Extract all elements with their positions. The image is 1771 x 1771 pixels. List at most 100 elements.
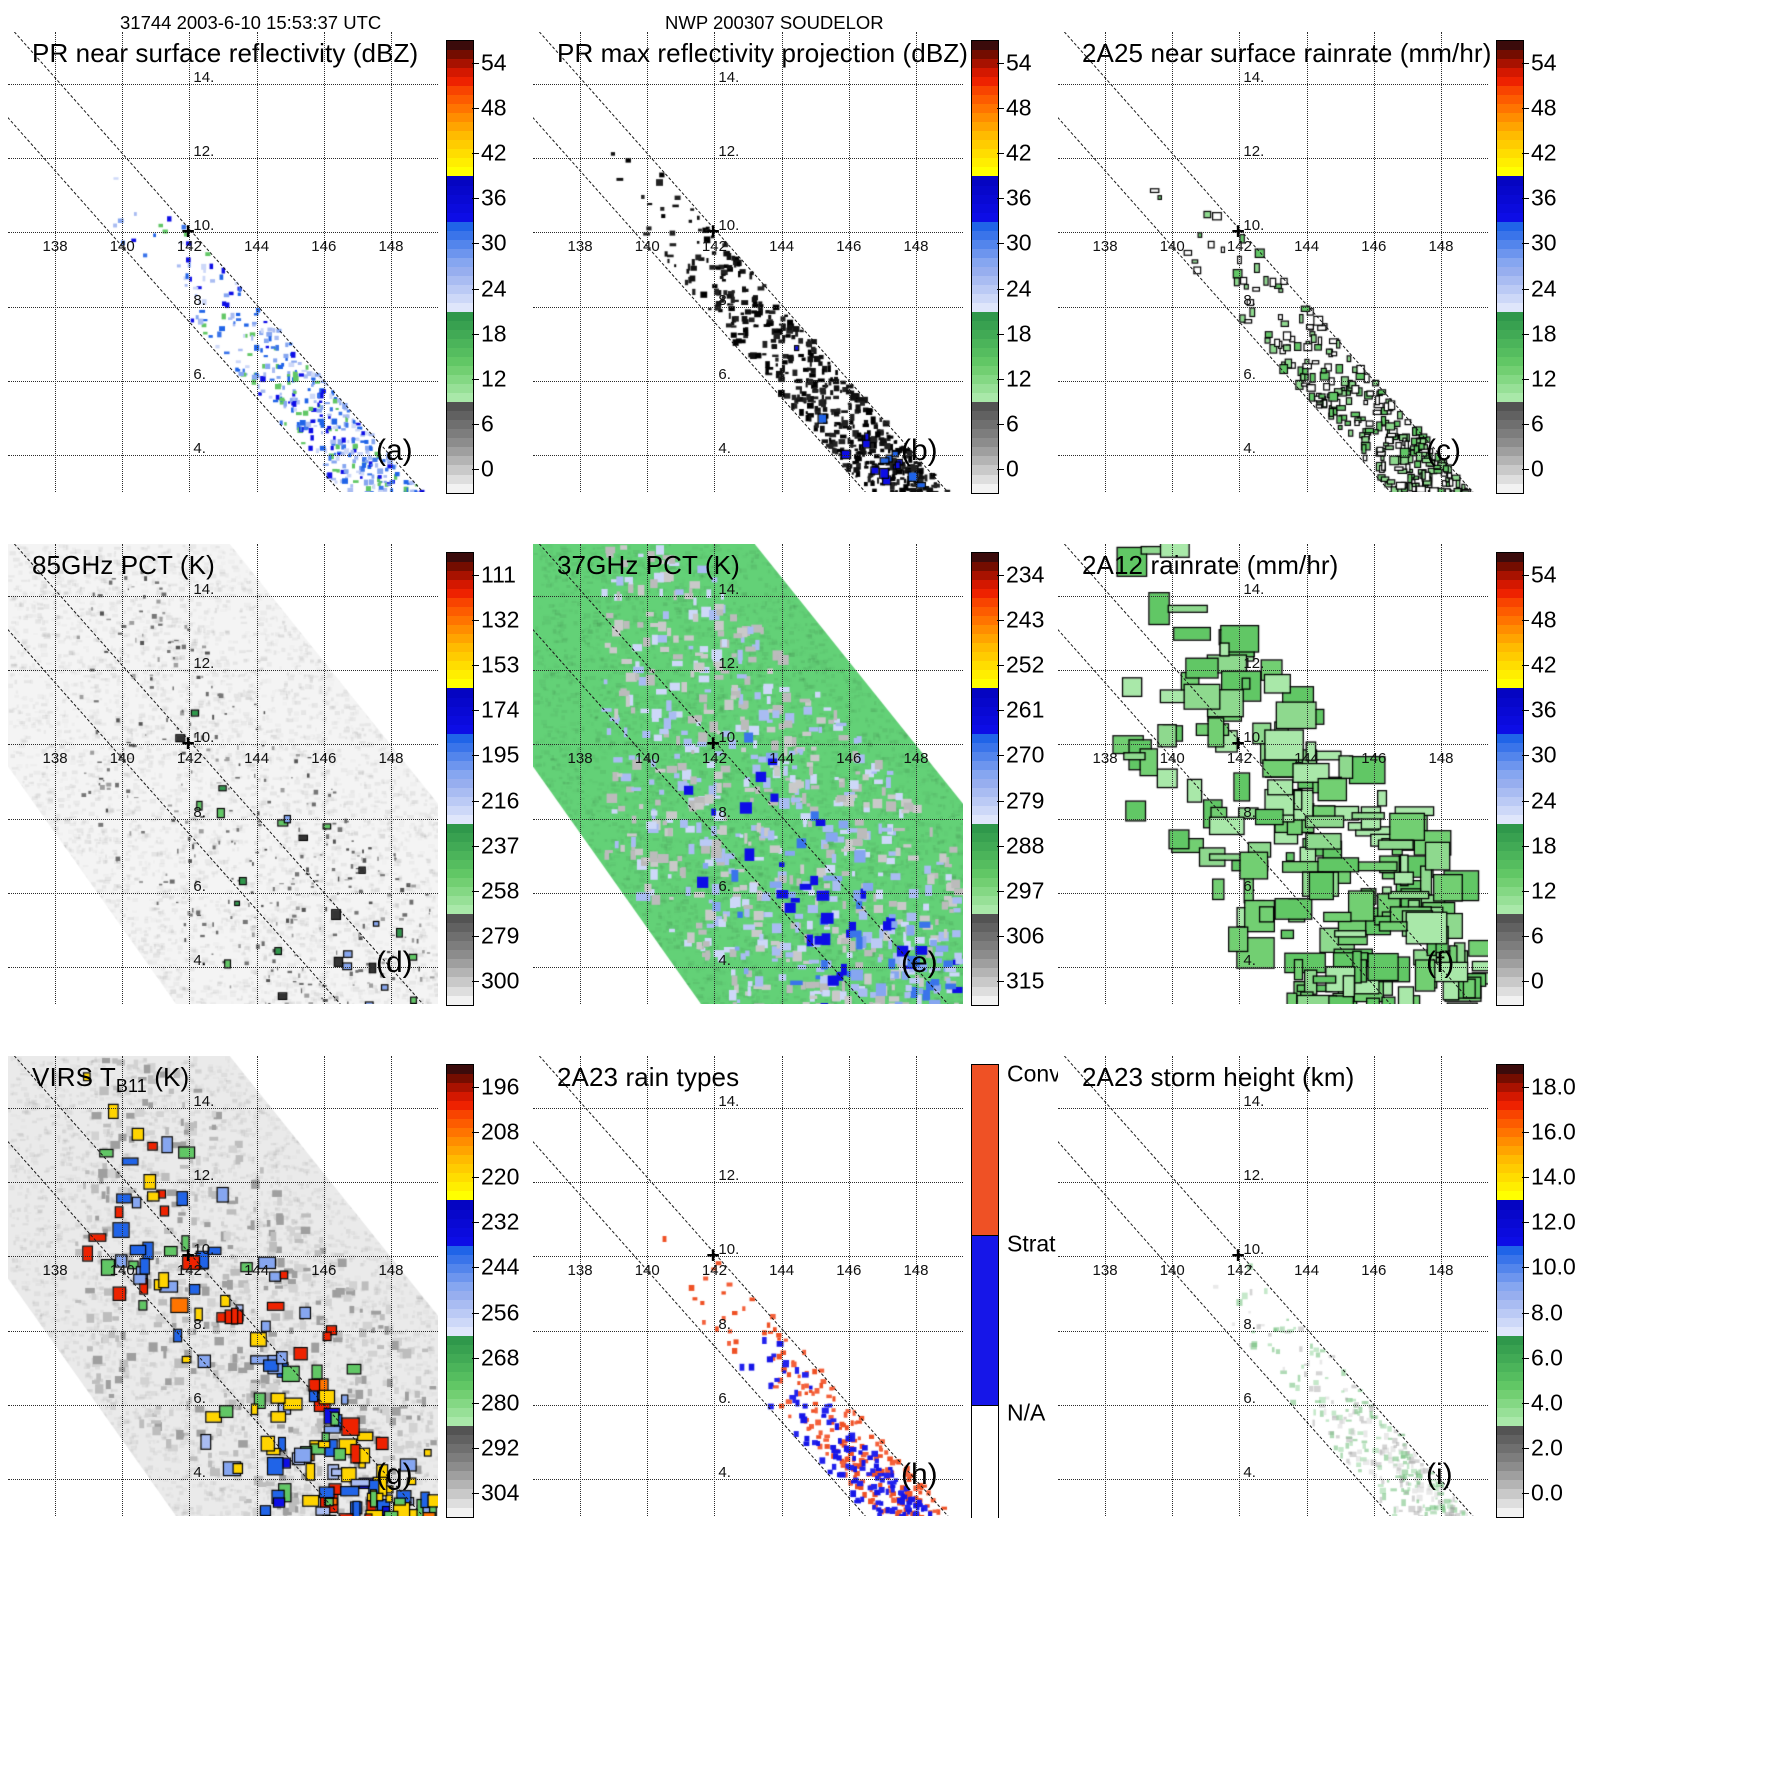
- colorbar-segment: [1497, 724, 1523, 734]
- panel-a: 138 140 142 144 146 148 14. 12. 10. 8. 6. 4. + PR nea…: [8, 32, 533, 544]
- x-tick-label: 140: [1159, 1262, 1185, 1280]
- horizontal-gridline: [533, 892, 963, 894]
- colorbar-tick-label: 306: [1006, 922, 1045, 949]
- colorbar-d: [446, 552, 474, 1006]
- x-tick-label: 148: [378, 1262, 404, 1280]
- colorbar-tick-label: 280: [481, 1389, 520, 1416]
- colorbar-segment: [447, 733, 473, 743]
- colorbar-tick-label: 6: [1531, 922, 1544, 949]
- colorbar-tick: [472, 1222, 479, 1224]
- vertical-gridline: [323, 32, 325, 492]
- colorbar-segment: [1497, 375, 1523, 385]
- plot-area-b: 138 140 142 144 146 148 14. 12. 10. 8. 6. 4. +: [533, 32, 963, 492]
- colorbar-segment: [447, 715, 473, 725]
- colorbar-tick: [472, 619, 479, 621]
- colorbar-segment: [1497, 1507, 1523, 1517]
- colorbar-segment: [447, 896, 473, 906]
- x-tick-label: 148: [903, 750, 929, 768]
- panel-letter-i: (i): [1426, 1458, 1453, 1491]
- horizontal-gridline: [533, 158, 963, 160]
- colorbar-segment: [447, 131, 473, 141]
- colorbar-tick: [1522, 1312, 1529, 1314]
- colorbar-tick: [1522, 1448, 1529, 1450]
- colorbar-segment: [1497, 131, 1523, 141]
- horizontal-gridline: [533, 1478, 963, 1480]
- colorbar-segment: [447, 688, 473, 698]
- colorbar-tick-label: 42: [1006, 139, 1032, 166]
- colorbar-segment: [1497, 823, 1523, 833]
- colorbar-segment: [1497, 959, 1523, 969]
- horizontal-gridline: [8, 818, 438, 820]
- x-tick-label: 144: [1294, 238, 1320, 256]
- colorbar-segment: [1497, 1390, 1523, 1400]
- panel-title-c: 2A25 near surface rainrate (mm/hr): [1082, 38, 1492, 68]
- x-tick-label: 138: [567, 238, 593, 256]
- x-tick-label: 142: [176, 238, 202, 256]
- horizontal-gridline: [533, 966, 963, 968]
- vertical-gridline: [323, 1056, 325, 1516]
- colorbar-label-na: N/A: [1007, 1399, 1046, 1426]
- colorbar-segment: [972, 293, 998, 303]
- horizontal-gridline: [1058, 1256, 1488, 1258]
- colorbar-tick-label: 54: [1006, 49, 1032, 76]
- x-tick-label: 148: [1428, 750, 1454, 768]
- colorbar-segment: [1497, 562, 1523, 572]
- data-layer-h: [533, 1056, 963, 1516]
- colorbar-segment: [447, 751, 473, 761]
- x-tick-label: 140: [634, 238, 660, 256]
- colorbar-tick: [1522, 665, 1529, 666]
- center-cross-marker: +: [706, 1242, 720, 1269]
- colorbar-segment: [1497, 914, 1523, 924]
- colorbar-segment: [1497, 1417, 1523, 1427]
- colorbar-segment: [1497, 86, 1523, 96]
- colorbar-segment: [447, 330, 473, 340]
- colorbar-segment: [972, 59, 998, 69]
- colorbar-segment: [972, 787, 998, 797]
- x-tick-label: 146: [836, 750, 862, 768]
- colorbar-segment: [1497, 643, 1523, 653]
- colorbar-segment: [447, 1092, 473, 1102]
- colorbar-segment: [1497, 706, 1523, 716]
- colorbar-segment: [972, 580, 998, 590]
- colorbar-segment: [447, 122, 473, 132]
- colorbar-b: [971, 40, 999, 494]
- colorbar-segment: [1497, 393, 1523, 403]
- colorbar-segment: [1497, 420, 1523, 430]
- y-tick-label: 4.: [1243, 951, 1256, 969]
- colorbar-segment: [972, 176, 998, 186]
- center-cross-marker: +: [1231, 1242, 1245, 1269]
- colorbar-tick-label: 30: [1531, 229, 1557, 256]
- colorbar-tick-label: 279: [481, 922, 520, 949]
- colorbar-segment: [1497, 1173, 1523, 1183]
- horizontal-gridline: [1058, 232, 1488, 234]
- colorbar-segment: [447, 986, 473, 996]
- colorbar-segment: [972, 411, 998, 421]
- x-tick-label: 148: [903, 1262, 929, 1280]
- colorbar-segment: [1497, 1092, 1523, 1102]
- colorbar-segment: [972, 474, 998, 484]
- colorbar-tick-label: 315: [1006, 967, 1045, 994]
- y-tick-label: 14.: [718, 68, 740, 86]
- horizontal-gridline: [8, 454, 438, 456]
- panel-letter-d: (d): [376, 946, 413, 979]
- horizontal-gridline: [1058, 306, 1488, 308]
- colorbar-tick: [997, 891, 1004, 892]
- colorbar-segment: [447, 1408, 473, 1418]
- colorbar-tick: [997, 62, 1004, 64]
- data-layer-g: [8, 1056, 438, 1516]
- colorbar-segment: [447, 275, 473, 285]
- vertical-gridline: [1440, 544, 1442, 1004]
- y-tick-label: 14.: [1243, 580, 1265, 598]
- vertical-gridline: [1306, 32, 1308, 492]
- colorbar-segment: [1497, 1254, 1523, 1264]
- colorbar-tick: [1522, 619, 1529, 621]
- colorbar-segment: [972, 959, 998, 969]
- colorbar-segment: [447, 1137, 473, 1147]
- colorbar-segment: [1497, 185, 1523, 195]
- y-tick-label: 4.: [1243, 1463, 1256, 1481]
- colorbar-tick-label: 30: [1531, 741, 1557, 768]
- x-tick-label: 140: [1159, 238, 1185, 256]
- colorbar-segment: [1497, 1498, 1523, 1508]
- colorbar-segment: [1497, 787, 1523, 797]
- x-tick-label: 142: [176, 1262, 202, 1280]
